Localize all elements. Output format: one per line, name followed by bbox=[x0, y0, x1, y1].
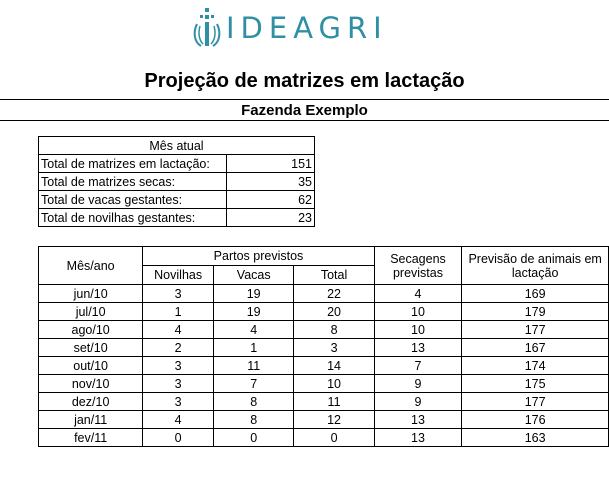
farm-name: Fazenda Exemplo bbox=[241, 102, 368, 119]
forecast-cell: 163 bbox=[461, 428, 609, 447]
logo-wordmark: IDEAGRI bbox=[226, 11, 388, 45]
dry-offs-cell: 10 bbox=[373, 302, 463, 321]
table-row: jun/10 3 19 22 4 169 bbox=[37, 284, 609, 303]
dry-offs-cell: 9 bbox=[373, 392, 463, 411]
table-row: jul/10 1 19 20 10 179 bbox=[37, 302, 609, 321]
current-month-header: Mês atual bbox=[38, 136, 315, 155]
cows-header: Vacas bbox=[212, 265, 295, 285]
heifers-cell: 2 bbox=[142, 338, 214, 357]
forecast-cell: 167 bbox=[461, 338, 609, 357]
total-cell: 0 bbox=[293, 428, 375, 447]
cows-cell: 19 bbox=[212, 284, 295, 303]
row-label: Total de matrizes secas: bbox=[38, 172, 227, 191]
current-month-table: Mês atual Total de matrizes em lactação:… bbox=[38, 136, 315, 227]
heifers-cell: 3 bbox=[142, 392, 214, 411]
ideagri-logo: IDEAGRI bbox=[192, 6, 427, 50]
row-value: 62 bbox=[226, 190, 315, 209]
month-cell: fev/11 bbox=[37, 428, 144, 447]
dry-offs-header: Secagens previstas bbox=[373, 246, 463, 285]
total-cell: 20 bbox=[293, 302, 375, 321]
total-cell: 22 bbox=[293, 284, 375, 303]
row-value: 35 bbox=[226, 172, 315, 191]
current-month-header-row: Mês atual bbox=[38, 136, 315, 155]
month-cell: jul/10 bbox=[37, 302, 144, 321]
heifers-cell: 3 bbox=[142, 356, 214, 375]
page-title: Projeção de matrizes em lactação bbox=[144, 70, 465, 92]
table-row: Total de matrizes secas: 35 bbox=[38, 172, 315, 191]
forecast-cell: 176 bbox=[461, 410, 609, 429]
heifers-cell: 3 bbox=[142, 284, 214, 303]
cows-cell: 4 bbox=[212, 320, 295, 339]
month-cell: nov/10 bbox=[37, 374, 144, 393]
dry-offs-cell: 13 bbox=[373, 428, 463, 447]
dry-offs-cell: 10 bbox=[373, 320, 463, 339]
heifers-cell: 0 bbox=[142, 428, 214, 447]
row-label: Total de vacas gestantes: bbox=[38, 190, 227, 209]
cows-cell: 8 bbox=[212, 392, 295, 411]
dry-offs-cell: 13 bbox=[373, 338, 463, 357]
heifers-cell: 4 bbox=[142, 410, 214, 429]
table-row: Total de matrizes em lactação: 151 bbox=[38, 154, 315, 173]
dry-offs-cell: 7 bbox=[373, 356, 463, 375]
table-row: dez/10 3 8 11 9 177 bbox=[37, 392, 609, 411]
month-header: Mês/ano bbox=[37, 246, 144, 285]
total-cell: 14 bbox=[293, 356, 375, 375]
projection-table: Mês/ano Partos previstos Secagens previs… bbox=[37, 246, 609, 447]
row-value: 23 bbox=[226, 208, 315, 227]
forecast-header: Previsão de animais em lactação bbox=[461, 246, 609, 285]
row-value: 151 bbox=[226, 154, 315, 173]
total-cell: 8 bbox=[293, 320, 375, 339]
subtitle-divider bbox=[0, 120, 609, 121]
births-group-header: Partos previstos bbox=[142, 246, 375, 266]
heifers-cell: 4 bbox=[142, 320, 214, 339]
table-row: Total de vacas gestantes: 62 bbox=[38, 190, 315, 209]
heifers-cell: 3 bbox=[142, 374, 214, 393]
total-cell: 10 bbox=[293, 374, 375, 393]
forecast-cell: 179 bbox=[461, 302, 609, 321]
forecast-cell: 177 bbox=[461, 320, 609, 339]
month-cell: jan/11 bbox=[37, 410, 144, 429]
total-cell: 3 bbox=[293, 338, 375, 357]
dry-offs-cell: 13 bbox=[373, 410, 463, 429]
cows-cell: 0 bbox=[212, 428, 295, 447]
month-cell: ago/10 bbox=[37, 320, 144, 339]
cows-cell: 11 bbox=[212, 356, 295, 375]
forecast-cell: 169 bbox=[461, 284, 609, 303]
table-row: out/10 3 11 14 7 174 bbox=[37, 356, 609, 375]
forecast-cell: 175 bbox=[461, 374, 609, 393]
heifers-header: Novilhas bbox=[142, 265, 214, 285]
month-cell: jun/10 bbox=[37, 284, 144, 303]
month-cell: dez/10 bbox=[37, 392, 144, 411]
table-row: jan/11 4 8 12 13 176 bbox=[37, 410, 609, 429]
table-row: fev/11 0 0 0 13 163 bbox=[37, 428, 609, 447]
ideagri-logo-mark-icon bbox=[193, 8, 221, 47]
row-label: Total de matrizes em lactação: bbox=[38, 154, 227, 173]
table-row: Total de novilhas gestantes: 23 bbox=[38, 208, 315, 227]
dry-offs-cell: 9 bbox=[373, 374, 463, 393]
table-row: set/10 2 1 3 13 167 bbox=[37, 338, 609, 357]
total-header: Total bbox=[293, 265, 375, 285]
cows-cell: 8 bbox=[212, 410, 295, 429]
row-label: Total de novilhas gestantes: bbox=[38, 208, 227, 227]
month-cell: set/10 bbox=[37, 338, 144, 357]
total-cell: 11 bbox=[293, 392, 375, 411]
heifers-cell: 1 bbox=[142, 302, 214, 321]
forecast-cell: 174 bbox=[461, 356, 609, 375]
forecast-cell: 177 bbox=[461, 392, 609, 411]
cows-cell: 7 bbox=[212, 374, 295, 393]
dry-offs-cell: 4 bbox=[373, 284, 463, 303]
projection-header-row: Mês/ano Partos previstos Secagens previs… bbox=[37, 246, 609, 285]
table-row: nov/10 3 7 10 9 175 bbox=[37, 374, 609, 393]
table-row: ago/10 4 4 8 10 177 bbox=[37, 320, 609, 339]
month-cell: out/10 bbox=[37, 356, 144, 375]
title-divider bbox=[0, 99, 609, 100]
cows-cell: 1 bbox=[212, 338, 295, 357]
total-cell: 12 bbox=[293, 410, 375, 429]
cows-cell: 19 bbox=[212, 302, 295, 321]
